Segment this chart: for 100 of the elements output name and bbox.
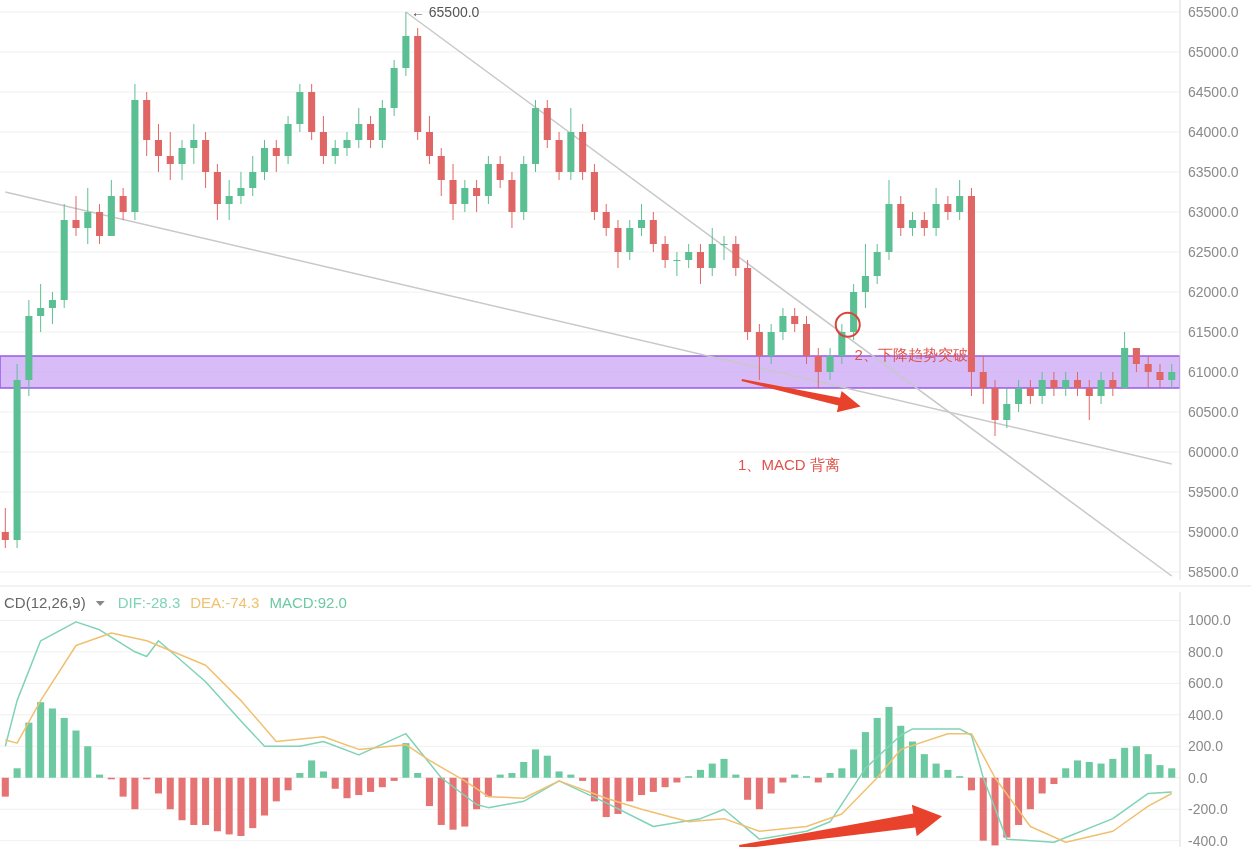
candlestick (873, 243, 881, 285)
y-tick-label: 600.0 (1188, 675, 1224, 692)
bar (225, 777, 233, 835)
candlestick (119, 187, 127, 221)
y-tick-label: 58500.0 (1188, 564, 1239, 580)
bar (390, 777, 398, 781)
candlestick (767, 323, 775, 365)
bar (237, 777, 245, 836)
candlestick (473, 179, 481, 213)
bar (119, 777, 127, 797)
bar (331, 777, 339, 789)
candlestick (1026, 379, 1034, 405)
candlestick (1144, 355, 1152, 389)
candlestick (249, 155, 257, 197)
bar (708, 763, 716, 778)
bar (1168, 768, 1176, 778)
bar (920, 754, 928, 778)
bar (1156, 765, 1164, 778)
bar (720, 758, 728, 778)
bar (1050, 777, 1058, 785)
bar (272, 777, 280, 802)
bar (826, 773, 834, 778)
bar (861, 732, 869, 778)
candlestick (755, 323, 763, 381)
bar (25, 722, 33, 778)
annotation: ← 65500.0 (410, 4, 480, 20)
y-tick-label: 61000.0 (1188, 364, 1239, 380)
candlestick (1168, 363, 1176, 389)
bar (944, 769, 952, 778)
bar (72, 730, 80, 778)
text: DEA:-74.3 (190, 594, 260, 611)
bar (414, 773, 422, 778)
bar (343, 777, 351, 799)
bar (284, 777, 292, 791)
bar (166, 777, 174, 810)
candlestick (920, 211, 928, 237)
candlestick (814, 347, 822, 389)
candlestick (826, 347, 834, 381)
candlestick (708, 227, 716, 277)
candlestick (1050, 371, 1058, 397)
bar (1073, 760, 1082, 778)
y-tick-label: 60500.0 (1188, 404, 1239, 420)
y-tick-label: 65500.0 (1188, 4, 1239, 20)
candlestick (897, 195, 905, 237)
bar (873, 717, 881, 778)
bar (696, 769, 704, 778)
chart-title: CD(12,26,9) (4, 594, 86, 611)
candlestick (956, 179, 964, 221)
annotation: 1、MACD 背离 (738, 456, 840, 473)
candlestick (1062, 371, 1070, 397)
candlestick (685, 243, 693, 269)
candlestick (791, 307, 799, 333)
candlestick (237, 171, 245, 205)
y-tick-label: 65000.0 (1188, 44, 1239, 60)
candlestick (154, 123, 163, 173)
bar (202, 777, 210, 825)
bar (791, 774, 799, 778)
candlestick (626, 219, 634, 261)
y-tick-label: 64500.0 (1188, 84, 1239, 100)
candlestick (496, 155, 504, 189)
bar (838, 768, 846, 778)
series-label: DIF:-28.3 (117, 594, 181, 611)
candlestick (638, 203, 646, 237)
candlestick (673, 251, 681, 277)
bar (60, 717, 68, 778)
bar (355, 777, 363, 796)
bar (885, 706, 893, 778)
y-tick-label: 0.0 (1188, 769, 1208, 786)
bar (567, 774, 575, 778)
y-tick-label: -400.0 (1188, 832, 1228, 847)
y-tick-label: 59000.0 (1188, 524, 1239, 540)
bar (1026, 777, 1034, 810)
bar (767, 777, 775, 794)
candlestick (1097, 371, 1105, 405)
candlestick (84, 187, 92, 245)
bar (531, 749, 540, 778)
bar (367, 777, 375, 792)
bar (626, 777, 634, 802)
bar (1097, 763, 1105, 778)
bar (638, 777, 646, 796)
candlestick (1038, 371, 1046, 405)
bar (1062, 768, 1070, 778)
candlestick (461, 179, 469, 213)
bar (84, 746, 92, 778)
bar (154, 777, 163, 794)
bar (732, 774, 740, 778)
candlestick (355, 107, 363, 149)
bar (1121, 747, 1129, 778)
candlestick (1073, 371, 1082, 397)
candlestick (1015, 379, 1023, 413)
bar (1085, 762, 1093, 778)
candlestick (437, 147, 445, 197)
y-tick-label: 61500.0 (1188, 324, 1239, 340)
candlestick (614, 219, 622, 269)
bar (555, 771, 563, 778)
candlestick (319, 115, 327, 165)
bar (508, 773, 516, 778)
y-tick-label: 62500.0 (1188, 244, 1239, 260)
bar (13, 768, 21, 778)
candlestick (367, 115, 375, 149)
